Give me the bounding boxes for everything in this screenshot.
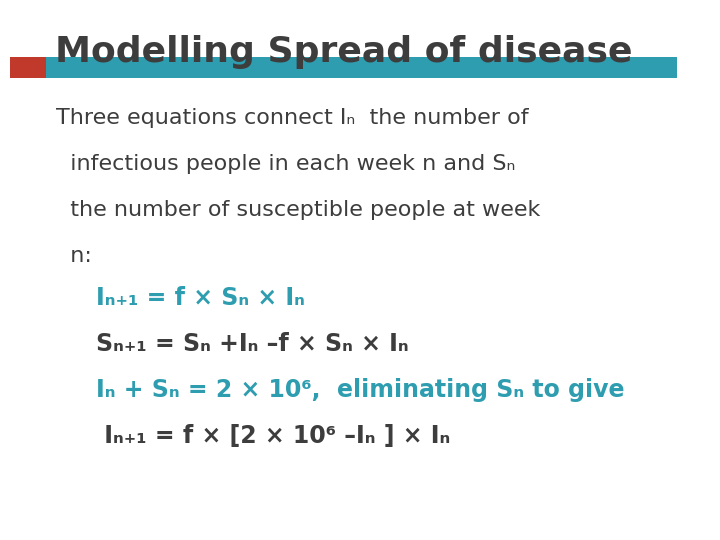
- Text: Iₙ₊₁ = f × [2 × 10⁶ –Iₙ ] × Iₙ: Iₙ₊₁ = f × [2 × 10⁶ –Iₙ ] × Iₙ: [96, 424, 451, 448]
- Text: Modelling Spread of disease: Modelling Spread of disease: [55, 35, 632, 69]
- Text: n:: n:: [56, 246, 92, 266]
- FancyBboxPatch shape: [10, 57, 47, 78]
- Text: Three equations connect Iₙ  the number of: Three equations connect Iₙ the number of: [56, 108, 529, 128]
- Text: Iₙ + Sₙ = 2 × 10⁶,  eliminating Sₙ to give: Iₙ + Sₙ = 2 × 10⁶, eliminating Sₙ to giv…: [96, 378, 625, 402]
- Text: Sₙ₊₁ = Sₙ +Iₙ –f × Sₙ × Iₙ: Sₙ₊₁ = Sₙ +Iₙ –f × Sₙ × Iₙ: [96, 332, 409, 356]
- Text: the number of susceptible people at week: the number of susceptible people at week: [56, 200, 541, 220]
- FancyBboxPatch shape: [47, 57, 677, 78]
- Text: infectious people in each week n and Sₙ: infectious people in each week n and Sₙ: [56, 154, 516, 174]
- Text: Iₙ₊₁ = f × Sₙ × Iₙ: Iₙ₊₁ = f × Sₙ × Iₙ: [96, 286, 305, 310]
